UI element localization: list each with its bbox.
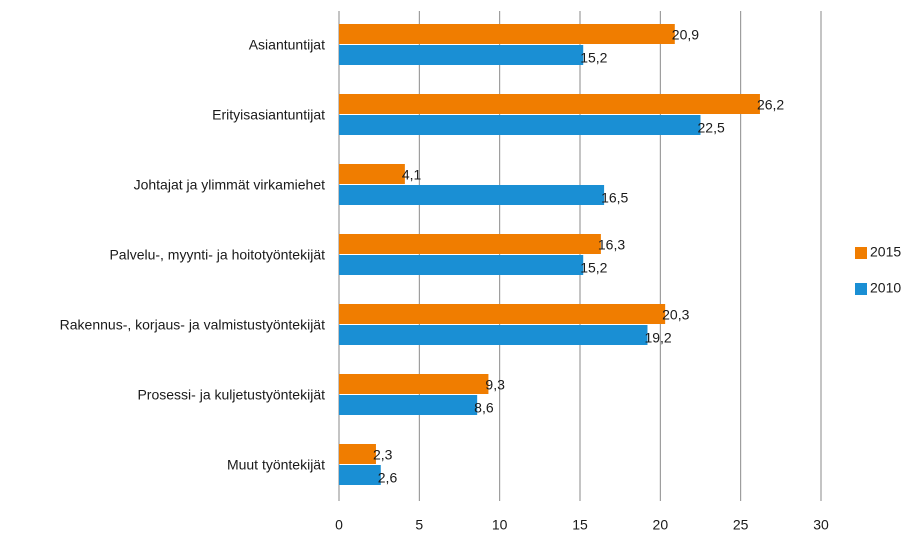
y-tick-label: Muut työntekijät [227,457,325,473]
legend-swatch [855,283,867,295]
bar [339,164,405,184]
x-tick-label: 0 [335,517,343,533]
y-tick-label: Prosessi- ja kuljetustyöntekijät [137,387,325,403]
data-label: 26,2 [757,97,784,113]
x-tick-label: 20 [653,517,669,533]
data-label: 2,6 [378,470,398,486]
data-label: 15,2 [580,50,607,66]
x-tick-label: 25 [733,517,749,533]
bar [339,304,666,324]
x-tick-label: 15 [572,517,588,533]
data-label: 4,1 [402,167,422,183]
y-tick-label: Palvelu-, myynti- ja hoitotyöntekijät [109,247,325,263]
data-label: 16,5 [601,190,628,206]
legend-swatch [855,247,867,259]
data-label: 16,3 [598,237,625,253]
data-label: 9,3 [485,377,505,393]
bar [339,465,381,485]
x-tick-label: 30 [813,517,829,533]
y-tick-label: Asiantuntijat [249,37,325,53]
y-tick-label: Johtajat ja ylimmät virkamiehet [134,177,326,193]
data-label: 22,5 [698,120,725,136]
y-tick-label: Erityisasiantuntijat [212,107,325,123]
bar [339,185,605,205]
bar [339,395,478,415]
legend-label: 2015 [870,244,901,260]
bar [339,234,601,254]
legend-label: 2010 [870,280,901,296]
data-label: 2,3 [373,447,393,463]
bar [339,115,701,135]
data-label: 20,3 [662,307,689,323]
x-tick-label: 10 [492,517,508,533]
bar [339,325,648,345]
bar [339,374,489,394]
y-tick-label: Rakennus-, korjaus- ja valmistustyönteki… [60,317,325,333]
x-tick-label: 5 [415,517,423,533]
bar [339,24,675,44]
bar [339,45,584,65]
data-label: 19,2 [644,330,671,346]
bar [339,255,584,275]
data-label: 15,2 [580,260,607,276]
bar [339,444,376,464]
data-label: 20,9 [672,27,699,43]
data-label: 8,6 [474,400,494,416]
bar [339,94,760,114]
